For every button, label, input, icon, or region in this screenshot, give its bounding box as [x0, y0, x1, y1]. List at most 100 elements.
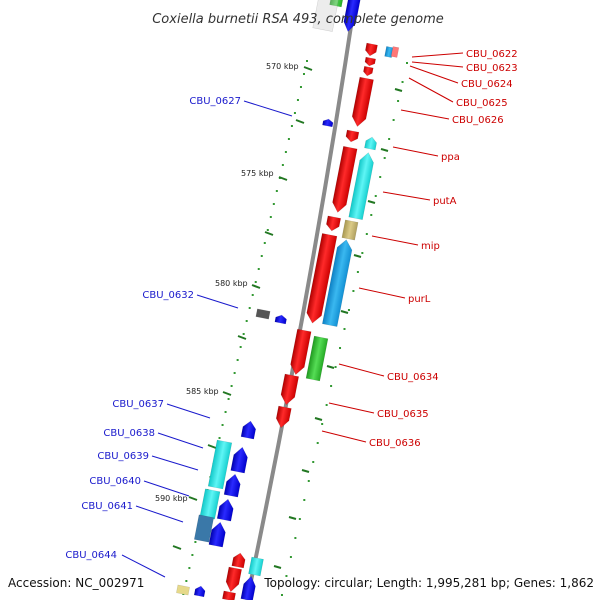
leader-line [321, 430, 367, 443]
gene-label-cbu-0638[interactable]: CBU_0638 [103, 428, 155, 439]
gene-label-cbu-0622[interactable]: CBU_0622 [466, 49, 518, 60]
leader-line [328, 402, 375, 414]
gene-purl-blue[interactable] [322, 238, 353, 327]
gene-label-cbu-0644[interactable]: CBU_0644 [65, 550, 117, 561]
scale-dot [236, 359, 239, 361]
leader-line [408, 77, 454, 103]
gene-top-blue[interactable] [342, 0, 363, 33]
gene-label-purl[interactable]: purL [408, 294, 431, 305]
scale-dot [269, 216, 272, 218]
gene-label-cbu-0635[interactable]: CBU_0635 [377, 409, 429, 420]
gene-top-green[interactable] [329, 0, 345, 8]
scale-dot [281, 164, 284, 166]
gene-cbu-0637[interactable] [240, 420, 257, 440]
gene-bottom-red3[interactable] [222, 590, 236, 600]
gene-label-cbu-0625[interactable]: CBU_0625 [456, 98, 508, 109]
scale-ticks [172, 66, 313, 550]
gene-puta-cyan[interactable] [348, 151, 376, 221]
scale-dot [233, 372, 236, 374]
gene-label-cbu-0623[interactable]: CBU_0623 [466, 63, 518, 74]
leader-line [157, 432, 204, 449]
gene-label-cbu-0640[interactable]: CBU_0640 [89, 476, 141, 487]
gene-mip-khaki[interactable] [341, 219, 359, 241]
gene-label-cbu-0624[interactable]: CBU_0624 [461, 79, 513, 90]
scale-dot [251, 294, 254, 296]
outer-tick [394, 88, 403, 92]
gene-label-mip[interactable]: mip [421, 241, 440, 252]
gene-cbu-0625[interactable] [350, 76, 374, 128]
backbone-line [245, 0, 357, 600]
scale-label-570: 570 kbp [266, 62, 299, 71]
gene-label-cbu-0632[interactable]: CBU_0632 [142, 290, 194, 301]
gene-label-cbu-0637[interactable]: CBU_0637 [112, 399, 164, 410]
gene-cbu-0640-cyan[interactable] [199, 488, 221, 520]
leader-line [392, 146, 439, 157]
gene-label-cbu-0639[interactable]: CBU_0639 [97, 451, 149, 462]
leader-line [143, 480, 190, 497]
gene-cbu-0622c[interactable] [390, 46, 400, 58]
scale-dot [224, 411, 227, 413]
gene-cbu-0641-blue1[interactable] [216, 498, 235, 522]
gene-features [176, 0, 400, 600]
gene-cbu-0626[interactable] [345, 129, 360, 143]
gene-cbu-0635[interactable] [279, 373, 300, 406]
gene-cbu-0641-steel[interactable] [193, 514, 215, 543]
outer-tick [367, 200, 376, 204]
gene-cbu-0627[interactable] [322, 118, 334, 128]
gene-mip-red[interactable] [325, 215, 342, 232]
scale-dot [248, 307, 251, 309]
outer-dot [280, 594, 283, 596]
scale-tick [207, 444, 217, 449]
outer-dot [343, 328, 346, 330]
scale-dot [275, 190, 278, 192]
outer-dot [303, 499, 306, 501]
scale-tick [251, 284, 261, 289]
outer-dot [379, 176, 382, 178]
gene-bottom-khaki[interactable] [176, 584, 190, 596]
gene-cbu-0634-green[interactable] [305, 335, 329, 382]
gene-cbu-0639-cyan[interactable] [207, 439, 233, 490]
gene-label-cbu-0636[interactable]: CBU_0636 [369, 438, 421, 449]
gene-bottom-red2[interactable] [224, 566, 242, 593]
scale-tick [303, 66, 313, 71]
gene-bottom-cyan[interactable] [248, 556, 264, 577]
leader-line [382, 191, 431, 201]
gene-cbu-0622b[interactable] [384, 46, 394, 58]
leader-line [400, 109, 450, 120]
outer-tick [301, 469, 310, 473]
gene-cbu-0644[interactable] [193, 585, 206, 598]
scale-dot [194, 541, 197, 543]
gene-cbu-0636[interactable] [275, 405, 292, 429]
outer-dot [325, 404, 328, 406]
scale-dot [191, 554, 194, 556]
gene-label-ppa[interactable]: ppa [441, 152, 460, 163]
gene-cbu-0632-gray[interactable] [255, 308, 271, 320]
gene-top-gray[interactable] [312, 0, 340, 32]
gene-puta-red[interactable] [331, 145, 358, 213]
gene-cbu-0634-red[interactable] [289, 328, 312, 376]
gene-label-puta[interactable]: putA [433, 196, 457, 207]
gene-bottom-red1[interactable] [231, 552, 246, 569]
scale-dot [254, 281, 257, 283]
gene-label-cbu-0626[interactable]: CBU_0626 [452, 115, 504, 126]
outer-tick [288, 516, 297, 520]
outer-dot [289, 556, 292, 558]
leader-line [121, 554, 166, 578]
gene-label-cbu-0627[interactable]: CBU_0627 [189, 96, 241, 107]
gene-label-cbu-0634[interactable]: CBU_0634 [387, 372, 439, 383]
gene-cbu-0632[interactable] [274, 314, 287, 325]
gene-cbu-0622[interactable] [364, 42, 378, 57]
gene-cbu-0638[interactable] [230, 446, 250, 474]
gene-bottom-blue1[interactable] [240, 575, 257, 600]
outer-tick [380, 148, 389, 152]
scale-dot [299, 86, 302, 88]
gene-cbu-0624[interactable] [363, 65, 374, 77]
outer-dot [406, 62, 408, 64]
gene-cbu-0640-blue[interactable] [223, 473, 242, 498]
accession-text: Accession: NC_002971 [8, 576, 144, 590]
gene-purl-red[interactable] [305, 233, 338, 324]
gene-cyan-ppa[interactable] [364, 136, 377, 151]
gene-label-cbu-0641[interactable]: CBU_0641 [81, 501, 133, 512]
gene-cbu-0623[interactable] [364, 56, 376, 67]
gene-cbu-0641-blue2[interactable] [208, 521, 227, 548]
